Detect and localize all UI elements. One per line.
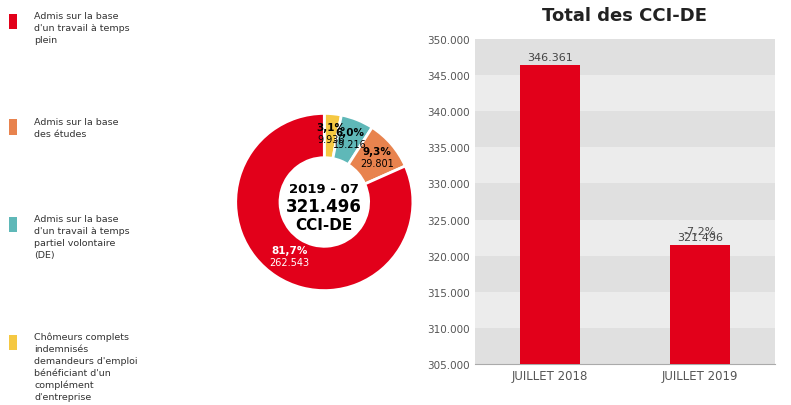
Text: 321.496: 321.496 [286, 198, 362, 216]
Text: Admis sur la base
d'un travail à temps
partiel volontaire
(DE): Admis sur la base d'un travail à temps p… [34, 215, 130, 259]
Text: -7,2%: -7,2% [684, 227, 716, 237]
Text: Admis sur la base
d'un travail à temps
plein: Admis sur la base d'un travail à temps p… [34, 12, 130, 45]
Wedge shape [236, 114, 413, 291]
Bar [475, 76, 775, 112]
Text: 3,1%: 3,1% [316, 123, 346, 133]
Text: 81,7%: 81,7% [271, 245, 307, 256]
Title: Total des CCI-DE: Total des CCI-DE [543, 7, 707, 25]
Text: CCI-DE: CCI-DE [296, 217, 353, 232]
Text: Admis sur la base
des études: Admis sur la base des études [34, 117, 119, 138]
Wedge shape [324, 114, 342, 159]
Text: 19.216: 19.216 [333, 140, 367, 150]
Text: 29.801: 29.801 [360, 159, 394, 169]
Text: 9.936: 9.936 [317, 135, 345, 145]
FancyBboxPatch shape [9, 120, 17, 136]
Bar [475, 220, 775, 256]
Text: Chômeurs complets
indemnisés
demandeurs d'emploi
bénéficiant d'un
complément
d'e: Chômeurs complets indemnisés demandeurs … [34, 332, 138, 401]
Text: 6,0%: 6,0% [335, 127, 365, 137]
Text: 321.496: 321.496 [677, 232, 723, 243]
Text: 2019 - 07: 2019 - 07 [290, 183, 359, 196]
Text: 346.361: 346.361 [527, 53, 573, 63]
Bar [475, 148, 775, 184]
Bar [475, 112, 775, 148]
Wedge shape [348, 128, 405, 185]
Text: 262.543: 262.543 [269, 258, 309, 268]
FancyBboxPatch shape [9, 15, 17, 30]
Bar [475, 292, 775, 328]
Bar [520, 66, 580, 405]
Bar [475, 184, 775, 220]
Bar [475, 256, 775, 292]
Wedge shape [333, 116, 372, 165]
Bar [475, 40, 775, 76]
FancyBboxPatch shape [9, 335, 17, 350]
FancyBboxPatch shape [9, 217, 17, 233]
Bar [475, 328, 775, 364]
Bar [670, 245, 730, 405]
Text: 9,3%: 9,3% [362, 146, 392, 156]
